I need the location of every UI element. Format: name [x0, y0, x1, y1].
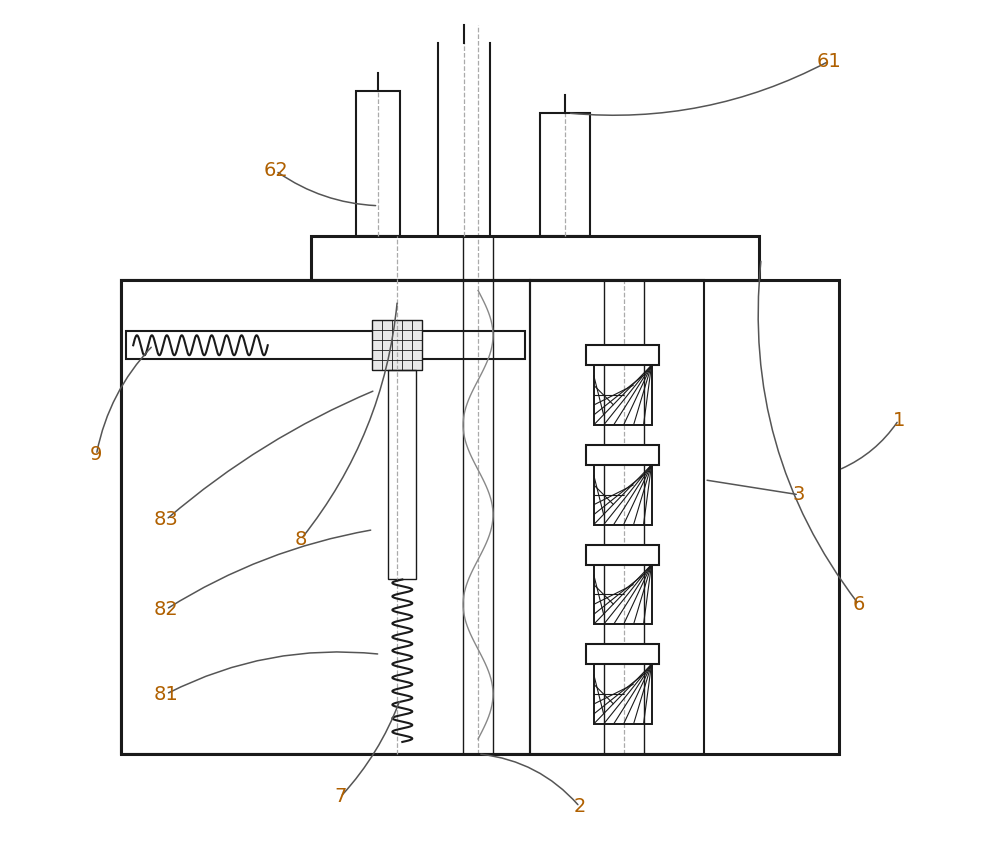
Bar [121, 280, 530, 754]
Text: 61: 61 [817, 52, 841, 71]
Bar [372, 320, 422, 371]
Bar [388, 371, 416, 580]
Text: 83: 83 [154, 510, 178, 530]
Bar [594, 366, 652, 425]
Bar [594, 465, 652, 524]
Bar [126, 332, 525, 360]
Text: 2: 2 [574, 797, 586, 816]
Bar [586, 644, 659, 664]
Bar [594, 366, 652, 425]
Bar [594, 465, 652, 524]
Text: 1: 1 [893, 411, 905, 429]
Bar [586, 445, 659, 465]
Bar [586, 545, 659, 564]
Text: 8: 8 [294, 530, 307, 549]
Bar [540, 113, 590, 235]
Bar [594, 664, 652, 724]
Text: 6: 6 [853, 595, 865, 614]
Bar [356, 91, 400, 235]
Bar [311, 235, 759, 280]
Bar [594, 564, 652, 625]
Bar [586, 345, 659, 366]
Bar [594, 664, 652, 724]
Text: 9: 9 [90, 445, 103, 464]
Text: 82: 82 [154, 600, 178, 619]
Bar [121, 280, 839, 754]
Text: 7: 7 [334, 787, 347, 807]
Bar [530, 280, 704, 754]
Bar [594, 564, 652, 625]
Text: 3: 3 [793, 485, 805, 504]
Text: 62: 62 [263, 162, 288, 180]
Text: 81: 81 [154, 684, 178, 704]
